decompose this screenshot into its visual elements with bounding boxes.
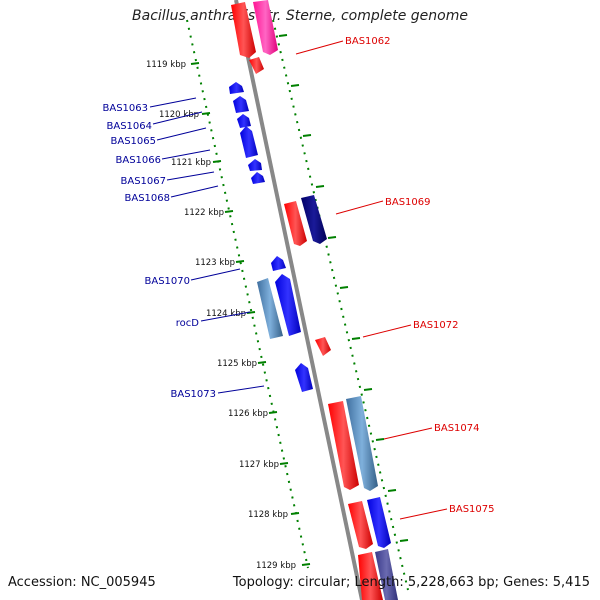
gene-feature-bas1072[interactable] — [315, 337, 331, 356]
gene-label[interactable]: BAS1073 — [171, 389, 217, 400]
gene-label[interactable]: BAS1074 — [434, 423, 480, 434]
left-tick-rail — [186, 19, 309, 569]
gene-feature-bas1067[interactable] — [248, 159, 262, 171]
gene-label[interactable]: rocD — [176, 318, 200, 329]
gene-label[interactable]: BAS1065 — [111, 136, 157, 147]
tick-label: 1128 kbp — [248, 510, 288, 520]
gene-label[interactable]: BAS1063 — [103, 103, 149, 114]
gene-label[interactable]: BAS1069 — [385, 197, 431, 208]
gene-feature-bas1064[interactable] — [233, 96, 249, 113]
tick-label: 1126 kbp — [228, 409, 268, 419]
gene-feature-bas1065[interactable] — [237, 114, 251, 128]
gene-label[interactable]: BAS1062 — [345, 36, 391, 47]
left-major-ticks — [190, 62, 311, 566]
gene-feature-bas1075[interactable] — [348, 497, 398, 600]
gene-feature-bas1062[interactable] — [231, 0, 278, 74]
gene-label[interactable]: BAS1075 — [449, 504, 495, 515]
genome-backbone — [234, 0, 364, 600]
gene-feature-bas1073[interactable] — [295, 363, 313, 392]
gene-label[interactable]: BAS1066 — [116, 155, 162, 166]
gene-label[interactable]: BAS1064 — [107, 121, 153, 132]
topology-summary: Topology: circular; Length: 5,228,663 bp… — [232, 575, 590, 590]
right-leader-lines — [295, 40, 448, 520]
gene-feature-bas1069[interactable] — [284, 195, 327, 246]
right-tick-rail — [272, 19, 409, 591]
gene-feature-bas1074[interactable] — [328, 396, 378, 491]
right-major-ticks — [278, 34, 409, 542]
tick-label: 1129 kbp — [256, 561, 296, 571]
tick-label: 1124 kbp — [206, 309, 246, 319]
gene-feature-bas1063[interactable] — [229, 82, 244, 94]
gene-label[interactable]: BAS1068 — [125, 193, 171, 204]
tick-label: 1119 kbp — [146, 60, 186, 70]
gene-label[interactable]: BAS1070 — [145, 276, 191, 287]
map-title: Bacillus anthracis str. Sterne, complete… — [132, 8, 468, 24]
gene-feature-bas1068[interactable] — [251, 172, 265, 184]
tick-label: 1120 kbp — [159, 110, 199, 120]
gene-feature-bas1070[interactable] — [271, 256, 286, 271]
gene-feature-bas1066[interactable] — [240, 126, 258, 158]
gene-feature-rocd[interactable] — [257, 274, 301, 339]
accession-text: Accession: NC_005945 — [8, 575, 156, 590]
gene-label[interactable]: BAS1067 — [121, 176, 167, 187]
tick-label: 1123 kbp — [195, 258, 235, 268]
tick-label: 1122 kbp — [184, 208, 224, 218]
gene-label[interactable]: BAS1072 — [413, 320, 459, 331]
tick-label: 1127 kbp — [239, 460, 279, 470]
tick-label: 1121 kbp — [171, 158, 211, 168]
tick-label: 1125 kbp — [217, 359, 257, 369]
left-leader-lines — [149, 97, 265, 394]
